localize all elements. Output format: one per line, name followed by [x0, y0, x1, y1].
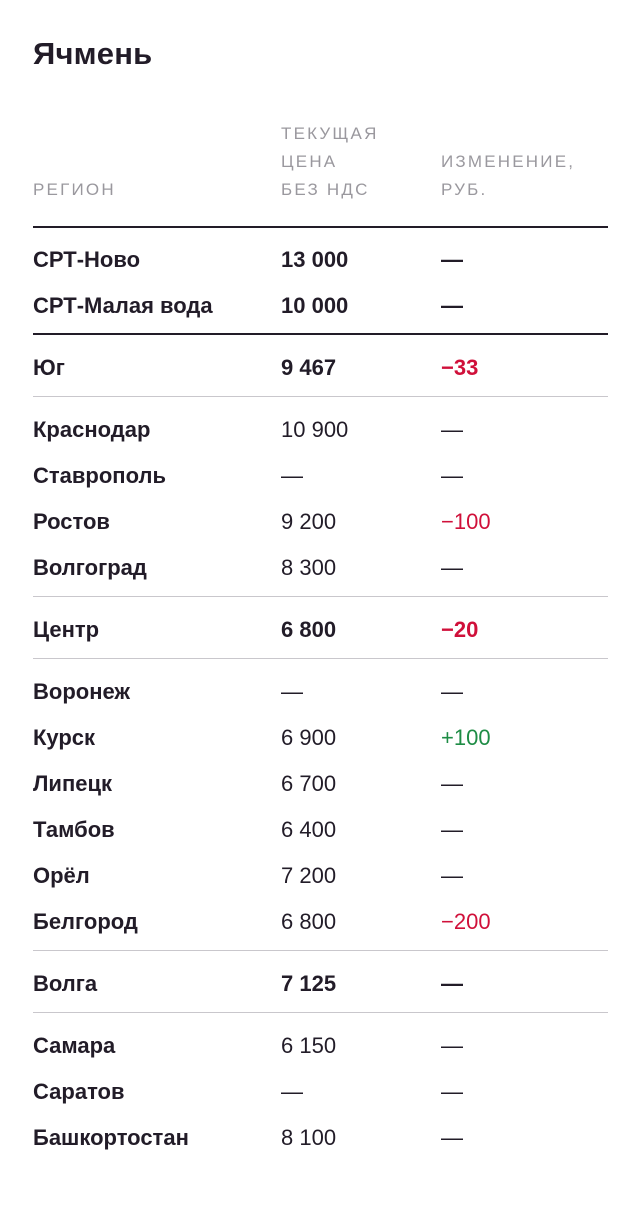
table-row: Ставрополь — —: [0, 461, 640, 491]
price-value: 9 200: [281, 509, 337, 534]
region-name: Ставрополь: [33, 463, 166, 488]
table-row: Тамбов 6 400 —: [0, 815, 640, 845]
table-row: СРТ-Ново 13 000 —: [0, 245, 640, 275]
region-name: СРТ-Ново: [33, 247, 141, 272]
region-name: Курск: [33, 725, 96, 750]
price-value: 10 900: [281, 417, 349, 442]
price-value: 6 700: [281, 771, 337, 796]
change-value: —: [441, 679, 463, 704]
table-row: Волгоград 8 300 —: [0, 553, 640, 583]
price-value: —: [281, 463, 303, 488]
change-value: −20: [441, 617, 479, 642]
table-row: Самара 6 150 —: [0, 1031, 640, 1061]
change-value: −200: [441, 909, 491, 934]
price-value: 6 800: [281, 909, 337, 934]
price-value: 6 150: [281, 1033, 337, 1058]
change-value: —: [441, 417, 463, 442]
price-value: —: [281, 1079, 303, 1104]
region-name: Ростов: [33, 509, 110, 534]
table-row: Курск 6 900 +100: [0, 723, 640, 753]
price-value: 9 467: [281, 355, 337, 380]
table-row: Волга 7 125 —: [0, 969, 640, 999]
table-row: Белгород 6 800 −200: [0, 907, 640, 937]
change-value: —: [441, 863, 463, 888]
group-divider: [33, 1012, 608, 1013]
group-divider: [33, 658, 608, 659]
region-name: Саратов: [33, 1079, 125, 1104]
table-row: Юг 9 467 −33: [0, 353, 640, 383]
table-row: Орёл 7 200 —: [0, 861, 640, 891]
group-divider: [33, 950, 608, 951]
region-name: Липецк: [33, 771, 113, 796]
table-row: Центр 6 800 −20: [0, 615, 640, 645]
price-value: 6 900: [281, 725, 337, 750]
group-divider: [33, 596, 608, 597]
price-value: 7 125: [281, 971, 337, 996]
region-name: Центр: [33, 617, 100, 642]
price-value: 8 100: [281, 1125, 337, 1150]
table-row: Саратов — —: [0, 1077, 640, 1107]
column-header-region: РЕГИОН: [33, 180, 116, 199]
change-value: −100: [441, 509, 491, 534]
column-header-change: ИЗМЕНЕНИЕ, РУБ.: [441, 152, 576, 199]
table-row: Липецк 6 700 —: [0, 769, 640, 799]
table-row: Ростов 9 200 −100: [0, 507, 640, 537]
region-name: Белгород: [33, 909, 138, 934]
change-value: —: [441, 817, 463, 842]
region-name: Краснодар: [33, 417, 151, 442]
price-value: 8 300: [281, 555, 337, 580]
column-header-price: ТЕКУЩАЯ ЦЕНА БЕЗ НДС: [281, 124, 379, 199]
price-value: 10 000: [281, 293, 349, 318]
change-value: −33: [441, 355, 479, 380]
region-name: Башкортостан: [33, 1125, 189, 1150]
change-value: —: [441, 1125, 463, 1150]
change-value: —: [441, 293, 463, 318]
region-name: Воронеж: [33, 679, 131, 704]
page-title: Ячмень: [33, 36, 153, 71]
price-value: 6 400: [281, 817, 337, 842]
price-value: 6 800: [281, 617, 337, 642]
price-value: 7 200: [281, 863, 337, 888]
table-row: СРТ-Малая вода 10 000 —: [0, 291, 640, 321]
group-divider: [33, 396, 608, 397]
price-value: —: [281, 679, 303, 704]
change-value: —: [441, 971, 463, 996]
header-divider: [33, 226, 608, 228]
table-row: Воронеж — —: [0, 677, 640, 707]
region-name: Орёл: [33, 863, 90, 888]
region-name: Волга: [33, 971, 98, 996]
group-divider: [33, 333, 608, 335]
region-name: Юг: [33, 355, 65, 380]
region-name: Тамбов: [33, 817, 115, 842]
price-value: 13 000: [281, 247, 349, 272]
change-value: —: [441, 771, 463, 796]
region-name: СРТ-Малая вода: [33, 293, 213, 318]
change-value: +100: [441, 725, 491, 750]
change-value: —: [441, 463, 463, 488]
region-name: Волгоград: [33, 555, 147, 580]
region-name: Самара: [33, 1033, 116, 1058]
change-value: —: [441, 247, 463, 272]
table-row: Башкортостан 8 100 —: [0, 1123, 640, 1153]
change-value: —: [441, 1033, 463, 1058]
change-value: —: [441, 555, 463, 580]
change-value: —: [441, 1079, 463, 1104]
table-row: Краснодар 10 900 —: [0, 415, 640, 445]
